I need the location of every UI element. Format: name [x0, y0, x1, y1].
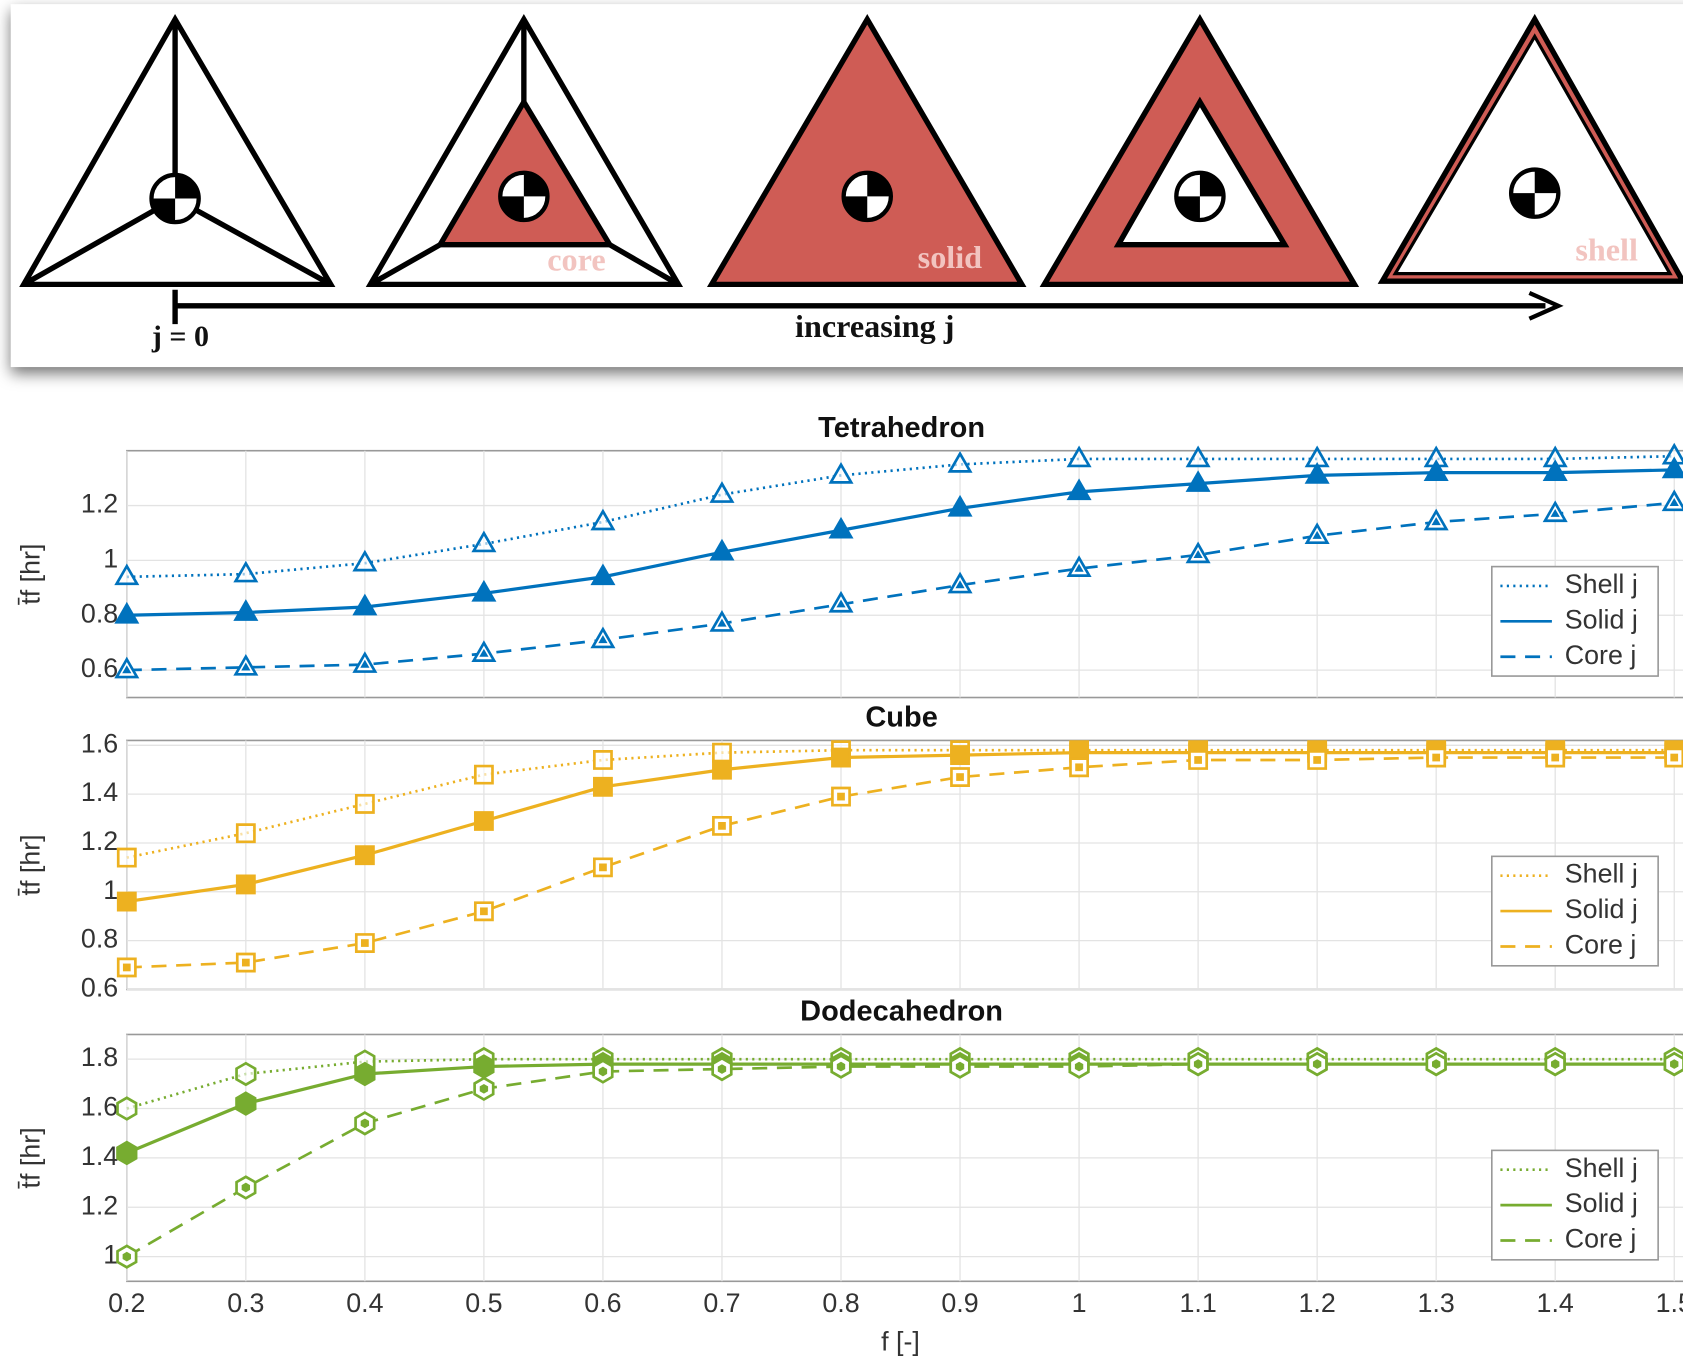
- marker: [237, 825, 254, 842]
- marker: [475, 766, 492, 783]
- marker-dot: [1075, 763, 1083, 771]
- marker: [594, 751, 611, 768]
- chart-title: Tetrahedron: [818, 412, 985, 444]
- marker-dot: [956, 773, 964, 781]
- marker-dot: [1551, 754, 1559, 762]
- legend-label: Solid j: [1565, 604, 1638, 634]
- x-axis-label: f [-]: [881, 1327, 920, 1357]
- figure: core solid shell j = 0 increasing j 0.60…: [0, 0, 1683, 1365]
- marker-dot: [1313, 756, 1321, 764]
- x-tick-label: 1.5: [1656, 1288, 1683, 1318]
- legend-label: Solid j: [1565, 894, 1638, 924]
- marker-dot: [837, 793, 845, 801]
- y-tick-label: 1.2: [81, 489, 118, 519]
- marker: [713, 761, 730, 778]
- x-tick-label: 0.4: [346, 1288, 383, 1318]
- x-tick-label: 1.4: [1537, 1288, 1574, 1318]
- y-tick-label: 1.2: [81, 1190, 118, 1220]
- y-tick-label: 0.8: [81, 924, 118, 954]
- x-tick-label: 1.1: [1179, 1288, 1216, 1318]
- marker: [475, 812, 492, 829]
- marker: [237, 1093, 256, 1114]
- marker: [118, 893, 135, 910]
- diagram-label: solid: [918, 239, 983, 275]
- y-tick-label: 1: [103, 543, 118, 573]
- x-tick-label: 1: [1072, 1288, 1087, 1318]
- diagram-label: shell: [1575, 232, 1638, 268]
- legend-label: Core j: [1565, 640, 1637, 670]
- y-tick-label: 1: [103, 1240, 118, 1270]
- legend-label: Core j: [1565, 1224, 1637, 1254]
- x-tick-label: 1.3: [1418, 1288, 1455, 1318]
- axis-label: increasing j: [795, 308, 954, 344]
- charts: 0.6 0.8 1 1.2 Tetrahedron t̄f [hr] Shell j Soli…: [15, 412, 1683, 1357]
- marker: [118, 1098, 137, 1119]
- marker-dot: [599, 864, 607, 872]
- marker-dot: [361, 939, 369, 947]
- chart: 0.6 0.8 1 1.2 1.4 1.6 Cube t̄f [hr] Shell j Solid…: [15, 702, 1683, 1003]
- marker: [594, 778, 611, 795]
- y-tick-label: 1.4: [81, 1141, 118, 1171]
- marker-dot: [718, 822, 726, 830]
- marker-dot: [242, 959, 250, 967]
- chart: 0.6 0.8 1 1.2 Tetrahedron t̄f [hr] Shell j Soli…: [15, 412, 1683, 698]
- legend-label: Core j: [1565, 930, 1637, 960]
- diagram: core solid shell j = 0 increasing j: [11, 4, 1683, 367]
- marker: [951, 747, 968, 764]
- y-tick-label: 1: [103, 875, 118, 905]
- y-axis-label: t̄f [hr]: [15, 834, 45, 896]
- y-tick-label: 1.8: [81, 1042, 118, 1072]
- marker: [356, 847, 373, 864]
- marker-dot: [123, 964, 131, 972]
- y-tick-label: 0.6: [81, 653, 118, 683]
- y-tick-label: 0.6: [81, 972, 118, 1002]
- chart-title: Dodecahedron: [800, 996, 1003, 1028]
- diagram-label: core: [547, 241, 605, 277]
- x-tick-label: 0.3: [227, 1288, 264, 1318]
- marker: [356, 795, 373, 812]
- y-tick-label: 1.2: [81, 826, 118, 856]
- y-axis-label: t̄f [hr]: [15, 544, 45, 606]
- x-tick-label: 0.9: [941, 1288, 978, 1318]
- y-tick-label: 1.6: [81, 1092, 118, 1122]
- y-tick-label: 1.6: [81, 728, 118, 758]
- chart: 0.2 0.3 0.4 0.5 0.6 0.7 0.8 0.9 1 1.1 1.2 1.3 1.4 1.5…: [15, 996, 1683, 1357]
- marker: [356, 1063, 375, 1084]
- legend-label: Solid j: [1565, 1188, 1638, 1218]
- x-tick-label: 0.7: [703, 1288, 740, 1318]
- y-axis-label: t̄f [hr]: [15, 1127, 45, 1189]
- axis-start-label: j = 0: [151, 320, 209, 353]
- marker: [832, 749, 849, 766]
- x-tick-label: 0.5: [465, 1288, 502, 1318]
- legend-label: Shell j: [1565, 1153, 1638, 1183]
- marker-dot: [1432, 754, 1440, 762]
- chart-title: Cube: [865, 702, 937, 734]
- marker-dot: [480, 907, 488, 915]
- x-tick-label: 0.6: [584, 1288, 621, 1318]
- marker: [475, 1056, 494, 1077]
- marker: [118, 849, 135, 866]
- marker-dot: [1194, 756, 1202, 764]
- y-tick-label: 0.8: [81, 598, 118, 628]
- x-tick-label: 0.8: [822, 1288, 859, 1318]
- marker-dot: [1670, 754, 1678, 762]
- legend-label: Shell j: [1565, 859, 1638, 889]
- marker: [713, 744, 730, 761]
- x-tick-label: 1.2: [1298, 1288, 1335, 1318]
- legend-label: Shell j: [1565, 569, 1638, 599]
- marker: [237, 1063, 256, 1084]
- page: {"diagram": {"labels": ["core", "solid",…: [0, 0, 1683, 1365]
- marker: [237, 876, 254, 893]
- x-tick-label: 0.2: [108, 1288, 145, 1318]
- y-tick-label: 1.4: [81, 777, 118, 807]
- marker: [118, 1142, 137, 1163]
